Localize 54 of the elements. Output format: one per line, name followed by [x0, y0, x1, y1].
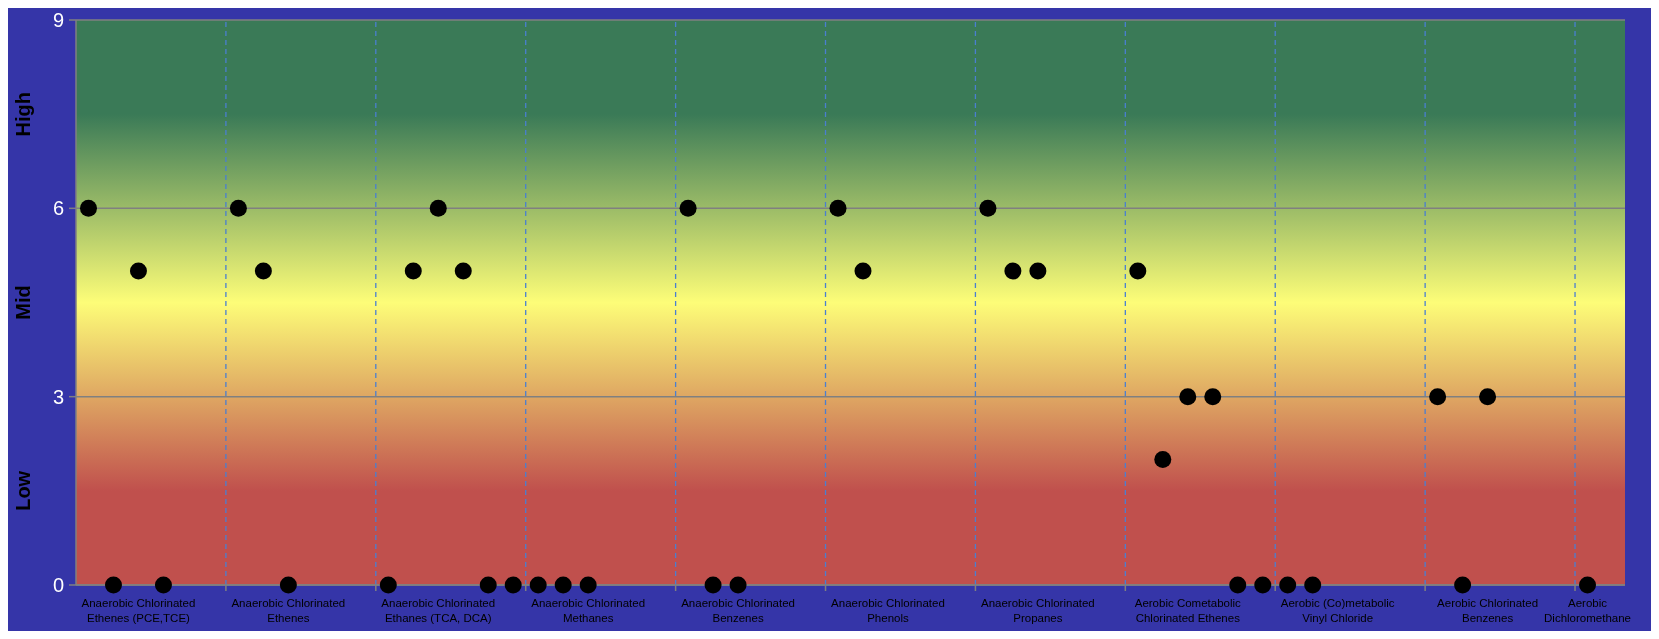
point [1479, 388, 1497, 406]
point [104, 576, 122, 594]
point [704, 576, 722, 594]
point [154, 576, 172, 594]
x-tick-label: Aerobic Dichloromethane [1544, 597, 1631, 624]
point [1129, 262, 1147, 280]
point [554, 576, 572, 594]
point [1179, 388, 1197, 406]
point [1429, 388, 1447, 406]
point [529, 576, 547, 594]
point [254, 262, 272, 280]
point [1304, 576, 1322, 594]
y-tick-label: 0 [52, 574, 64, 596]
x-tick-label: Anaerobic Chlorinated Phenols [831, 597, 945, 624]
point [279, 576, 297, 594]
x-tick-label: Aerobic Chlorinated Benzenes [1437, 597, 1539, 624]
point [1279, 576, 1297, 594]
point [1029, 262, 1047, 280]
point [829, 199, 847, 217]
x-tick-label: Aerobic Cometabolic Chlorinated Ethenes [1134, 597, 1242, 624]
point [429, 199, 447, 217]
y-tick-label: 3 [52, 385, 64, 408]
point [729, 576, 747, 594]
point [579, 576, 597, 594]
point [1254, 576, 1272, 594]
point [1004, 262, 1022, 280]
point [504, 576, 522, 594]
x-tick-label: Anaerobic Chlorinated Ethanes (TCA, DCA) [381, 597, 496, 624]
x-tick-label: Anaerobic Chlorinated Ethenes [231, 597, 346, 624]
band-label: Low [12, 470, 34, 511]
point [479, 576, 497, 594]
x-tick-label: Anaerobic Chlorinated Benzenes [681, 597, 795, 624]
point [1229, 576, 1247, 594]
point [79, 199, 97, 217]
point [229, 199, 247, 217]
point [454, 262, 472, 280]
point [854, 262, 872, 280]
point [129, 262, 147, 280]
x-tick-label: Anaerobic Chlorinated Propanes [980, 597, 1095, 624]
x-tick-label: Anaerobic Chlorinated Methanes [531, 597, 646, 624]
point [1454, 576, 1472, 594]
point [1154, 450, 1172, 468]
y-tick-label: 6 [52, 197, 64, 220]
x-tick-label: Anaerobic Chlorinated Ethenes (PCE,TCE) [81, 597, 196, 624]
y-tick-label: 9 [52, 9, 64, 31]
point [979, 199, 997, 217]
band-label: High [12, 91, 34, 137]
point [1204, 388, 1222, 406]
point [1579, 576, 1597, 594]
x-tick-label: Aerobic (Co)metabolic Vinyl Chloride [1280, 597, 1395, 624]
point [679, 199, 697, 217]
point [379, 576, 397, 594]
band-label: Mid [12, 285, 34, 320]
point [404, 262, 422, 280]
